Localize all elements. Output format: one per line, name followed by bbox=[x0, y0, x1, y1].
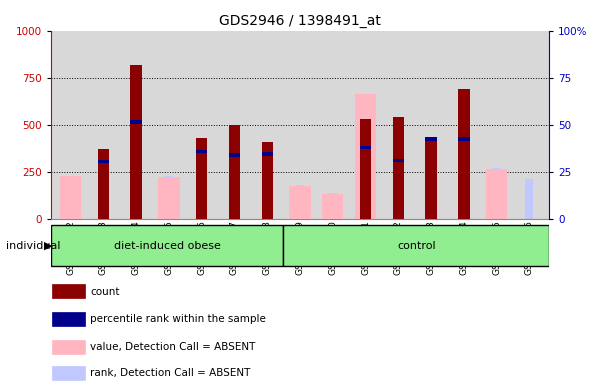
Bar bbox=[425, 137, 437, 141]
Bar bbox=[229, 125, 240, 219]
Bar bbox=[458, 137, 470, 141]
Bar bbox=[165, 175, 173, 219]
Bar bbox=[52, 312, 85, 326]
FancyBboxPatch shape bbox=[283, 225, 549, 266]
Bar bbox=[329, 192, 337, 219]
Bar bbox=[262, 152, 273, 156]
Bar bbox=[262, 142, 273, 219]
Bar bbox=[130, 121, 142, 124]
Bar bbox=[52, 284, 85, 298]
Bar bbox=[296, 185, 304, 219]
Bar bbox=[130, 65, 142, 219]
FancyBboxPatch shape bbox=[51, 225, 283, 266]
Bar bbox=[486, 169, 507, 219]
Bar bbox=[98, 149, 109, 219]
Text: rank, Detection Call = ABSENT: rank, Detection Call = ABSENT bbox=[90, 368, 250, 378]
Bar bbox=[392, 117, 404, 219]
Text: individual: individual bbox=[6, 241, 61, 251]
Text: value, Detection Call = ABSENT: value, Detection Call = ABSENT bbox=[90, 343, 256, 353]
Text: count: count bbox=[90, 286, 119, 296]
Text: percentile rank within the sample: percentile rank within the sample bbox=[90, 314, 266, 324]
Bar bbox=[322, 194, 343, 219]
Bar bbox=[458, 89, 470, 219]
Bar bbox=[361, 138, 370, 219]
Bar bbox=[52, 366, 85, 380]
Bar bbox=[67, 175, 75, 219]
Bar bbox=[158, 177, 179, 219]
Bar bbox=[360, 119, 371, 219]
Text: control: control bbox=[397, 241, 436, 251]
Text: diet-induced obese: diet-induced obese bbox=[114, 241, 221, 251]
Bar bbox=[289, 186, 311, 219]
Bar bbox=[52, 340, 85, 354]
Bar bbox=[98, 160, 109, 163]
Title: GDS2946 / 1398491_at: GDS2946 / 1398491_at bbox=[219, 14, 381, 28]
Bar bbox=[196, 150, 208, 153]
Bar bbox=[60, 175, 82, 219]
Bar bbox=[425, 138, 437, 219]
Bar bbox=[355, 94, 376, 219]
Bar bbox=[525, 179, 533, 219]
Text: ▶: ▶ bbox=[44, 241, 52, 251]
Bar bbox=[196, 138, 208, 219]
Bar bbox=[493, 168, 500, 219]
Bar bbox=[229, 153, 240, 157]
Bar bbox=[360, 146, 371, 149]
Bar bbox=[392, 159, 404, 162]
